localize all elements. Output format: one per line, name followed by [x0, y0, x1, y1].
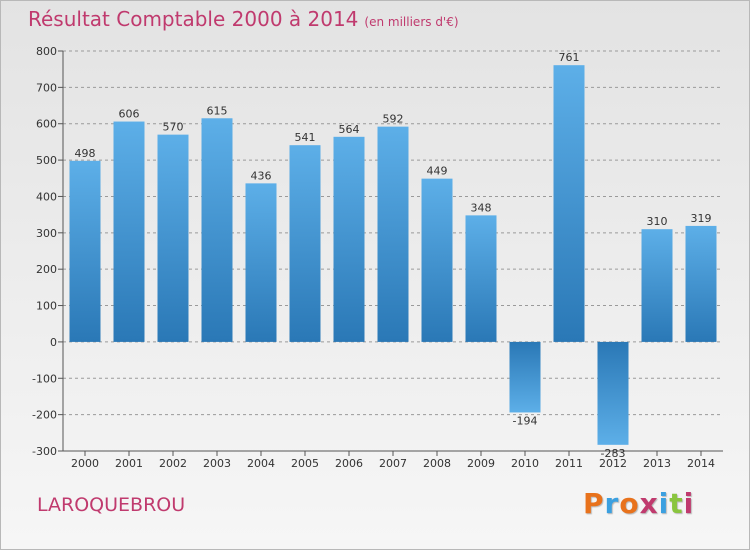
- bar-2000: [69, 160, 101, 342]
- x-tick-label: 2010: [511, 457, 539, 470]
- y-tick-label: 400: [36, 190, 57, 203]
- logo-letter: i: [658, 487, 670, 520]
- value-label: 541: [295, 131, 316, 144]
- bar-2014: [685, 225, 717, 342]
- value-label: 570: [163, 121, 184, 134]
- y-tick-label: 300: [36, 227, 57, 240]
- value-label: 615: [207, 104, 228, 117]
- x-axis: 2000 2001 2002 2003 2004 2005 2006 2007 2008 2009…: [71, 451, 715, 470]
- commune-name: LAROQUEBROU: [37, 494, 186, 516]
- proxiti-logo: Proxiti: [583, 487, 694, 520]
- y-tick-label: -200: [32, 409, 57, 422]
- y-tick-label: 700: [36, 81, 57, 94]
- chart-subtitle: (en milliers d'€): [364, 15, 459, 29]
- x-tick-label: 2001: [115, 457, 143, 470]
- y-tick-label: -300: [32, 445, 57, 458]
- value-label: 348: [471, 201, 492, 214]
- y-tick-label: 0: [50, 336, 57, 349]
- x-tick-label: 2004: [247, 457, 275, 470]
- x-tick-label: 2008: [423, 457, 451, 470]
- bar-2013: [641, 229, 673, 342]
- value-label: 310: [647, 215, 668, 228]
- bars: 498606570615436541564592449348-194761-28…: [69, 51, 717, 460]
- bar-2009: [465, 215, 497, 342]
- value-label: 592: [383, 113, 404, 126]
- value-label: 564: [339, 123, 360, 136]
- logo-letter: P: [583, 487, 605, 520]
- bar-2011: [553, 65, 585, 342]
- value-label: -194: [513, 414, 538, 427]
- y-tick-label: 200: [36, 263, 57, 276]
- y-tick-label: 100: [36, 300, 57, 313]
- x-tick-label: 2005: [291, 457, 319, 470]
- chart-title: Résultat Comptable 2000 à 2014 (en millie…: [28, 7, 459, 31]
- x-tick-label: 2006: [335, 457, 363, 470]
- bar-2004: [245, 183, 277, 342]
- y-tick-label: -100: [32, 372, 57, 385]
- value-label: 606: [119, 108, 140, 121]
- bar-2008: [421, 178, 453, 342]
- x-tick-label: 2014: [687, 457, 715, 470]
- logo-letter: r: [604, 487, 620, 520]
- bar-2012: [597, 341, 629, 445]
- logo-letter: x: [639, 487, 659, 520]
- bar-2001: [113, 121, 145, 342]
- logo-letter: o: [619, 487, 640, 520]
- y-tick-label: 800: [36, 45, 57, 58]
- bar-2007: [377, 126, 409, 342]
- x-tick-label: 2012: [599, 457, 627, 470]
- logo-letter: t: [669, 487, 684, 520]
- x-tick-label: 2011: [555, 457, 583, 470]
- bar-2006: [333, 136, 365, 342]
- y-tick-label: 500: [36, 154, 57, 167]
- logo-letter: i: [683, 487, 695, 520]
- x-tick-label: 2002: [159, 457, 187, 470]
- value-label: 319: [691, 212, 712, 225]
- x-tick-label: 2013: [643, 457, 671, 470]
- title-text: Résultat Comptable 2000 à 2014: [28, 7, 359, 31]
- value-label: 449: [427, 165, 448, 178]
- value-label: 436: [251, 169, 272, 182]
- x-tick-label: 2000: [71, 457, 99, 470]
- bar-2002: [157, 134, 189, 342]
- bar-2003: [201, 118, 233, 342]
- value-label: 498: [75, 147, 96, 160]
- x-tick-label: 2007: [379, 457, 407, 470]
- x-tick-label: 2003: [203, 457, 231, 470]
- value-label: 761: [559, 51, 580, 64]
- bar-2010: [509, 341, 541, 413]
- bar-2005: [289, 145, 321, 342]
- y-tick-label: 600: [36, 118, 57, 131]
- x-tick-label: 2009: [467, 457, 495, 470]
